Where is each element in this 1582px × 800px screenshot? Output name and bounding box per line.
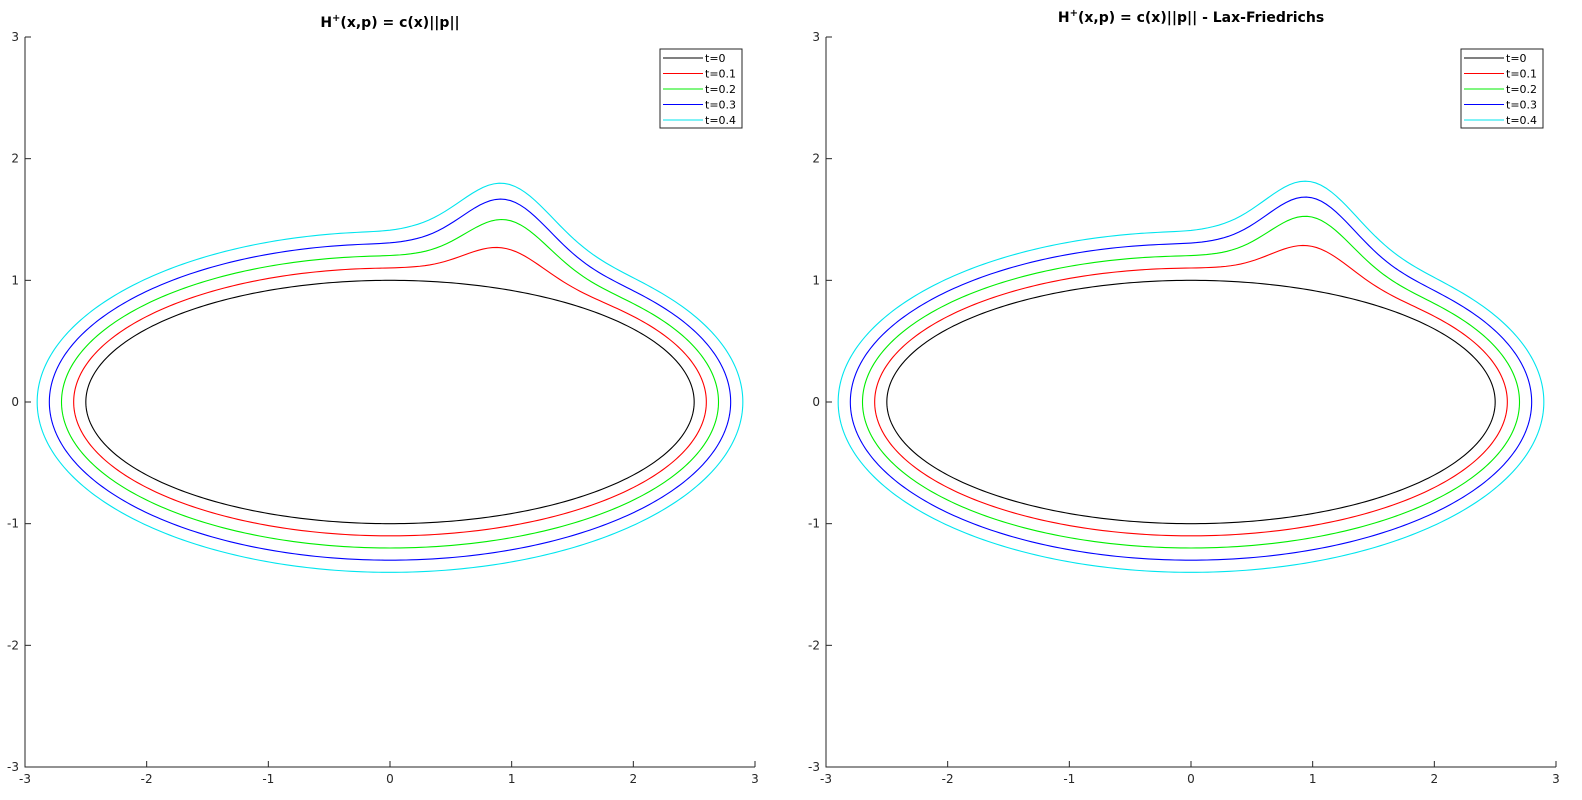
chart-title: H+(x,p) = c(x)||p|| - Lax-Friedrichs (1058, 8, 1324, 26)
chart-title: H+(x,p) = c(x)||p|| (320, 13, 459, 31)
x-tick-label: -1 (1063, 772, 1075, 786)
plot-right: H+(x,p) = c(x)||p|| - Lax-Friedrichs -3 -2… (808, 8, 1560, 786)
legend-label: t=0.1 (705, 68, 736, 81)
x-tick-label: 1 (1309, 772, 1317, 786)
legend-label: t=0 (1506, 52, 1527, 65)
legend-label: t=0.1 (1506, 68, 1537, 81)
y-tick-label: 1 (11, 273, 19, 287)
y-tick-label: -1 (7, 517, 19, 531)
x-tick-label: -1 (262, 772, 274, 786)
y-tick-label: 1 (812, 273, 820, 287)
plot-left: H+(x,p) = c(x)||p|| -3 -2 -1 0 1 2 3 -3 -2 -1 0 1 2 3 t… (7, 13, 759, 786)
legend-label: t=0 (705, 52, 726, 65)
y-tick-label: 2 (812, 152, 820, 166)
y-tick-label: -2 (7, 638, 19, 652)
y-tick-label: -3 (808, 760, 820, 774)
legend-label: t=0.3 (705, 99, 736, 112)
series-line-t=0 (886, 279, 1496, 525)
x-tick-label: -3 (820, 772, 832, 786)
y-tick-label: -2 (808, 638, 820, 652)
legend-label: t=0.3 (1506, 99, 1537, 112)
x-tick-label: -2 (141, 772, 153, 786)
series-line-t=0.3 (48, 198, 732, 561)
y-tick-label: 3 (812, 30, 820, 44)
x-tick-label: 3 (751, 772, 759, 786)
series-line-t=0.2 (861, 215, 1521, 549)
x-tick-label: -3 (19, 772, 31, 786)
series-line-t=0.4 (36, 182, 744, 573)
x-tick-label: 0 (386, 772, 394, 786)
legend-label: t=0.2 (1506, 83, 1537, 96)
axes (825, 37, 1556, 768)
series-line-t=0 (85, 279, 695, 525)
x-tick-label: -2 (942, 772, 954, 786)
x-tick-label: 2 (630, 772, 638, 786)
x-tick-label: 3 (1552, 772, 1560, 786)
y-tick-label: 3 (11, 30, 19, 44)
legend-label: t=0.4 (705, 114, 736, 127)
legend-label: t=0.4 (1506, 114, 1537, 127)
y-tick-label: 0 (812, 395, 820, 409)
x-tick-label: 0 (1187, 772, 1195, 786)
legend-label: t=0.2 (705, 83, 736, 96)
y-tick-label: -1 (808, 517, 820, 531)
series-line-t=0.3 (849, 196, 1533, 561)
x-tick-label: 1 (508, 772, 516, 786)
y-tick-label: -3 (7, 760, 19, 774)
series-line-t=0.4 (837, 180, 1545, 573)
x-tick-label: 2 (1431, 772, 1439, 786)
series-line-t=0.1 (73, 246, 707, 537)
series-line-t=0.1 (874, 244, 1508, 537)
y-tick-label: 2 (11, 152, 19, 166)
series-line-t=0.2 (60, 218, 720, 549)
y-tick-label: 0 (11, 395, 19, 409)
axes (24, 37, 755, 768)
